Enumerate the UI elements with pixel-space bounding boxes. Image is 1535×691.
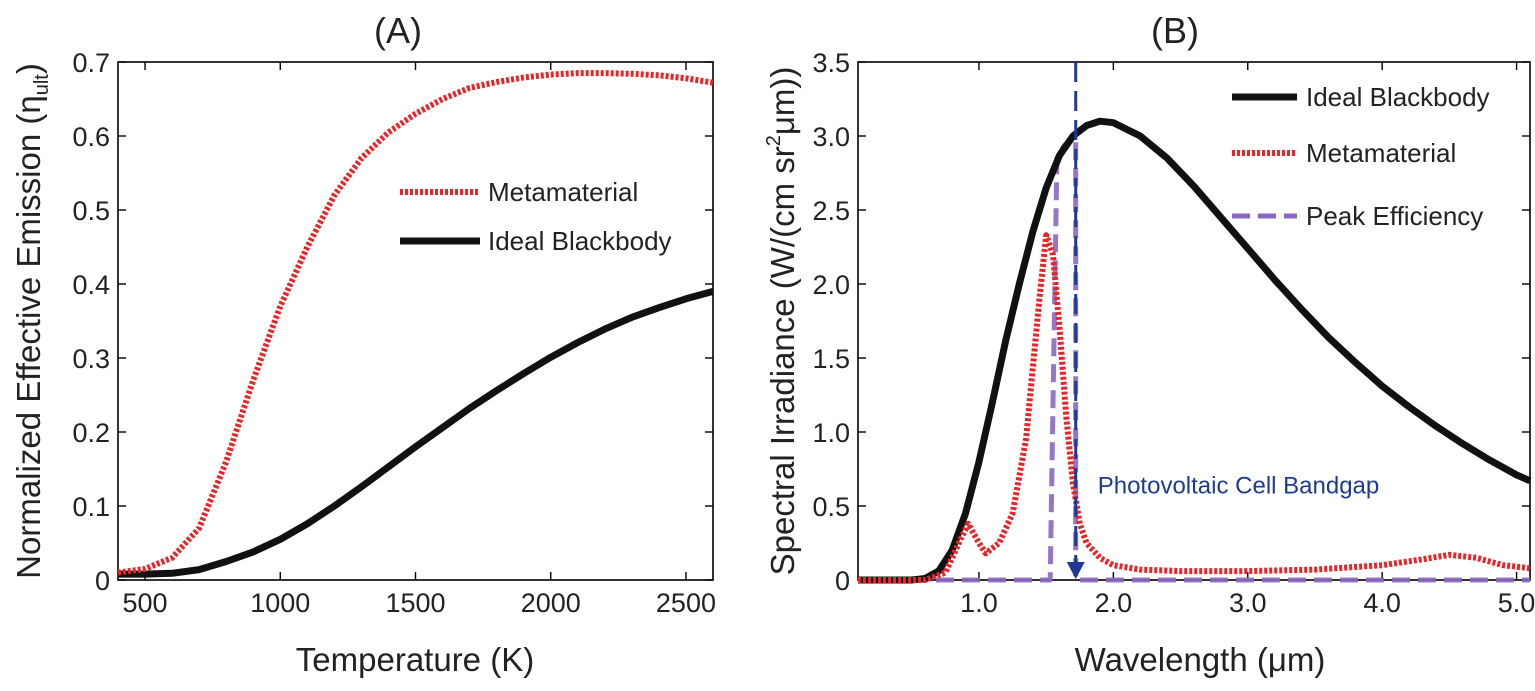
panel-a-y-label-close: )	[10, 63, 47, 74]
panel-b-x-tick-label: 4.0	[1363, 588, 1401, 618]
panel-a-y-tick-label: 0.4	[72, 270, 110, 300]
panel-b-y-label-close: μm))	[764, 67, 801, 135]
panel-b-y-axis-label: Spectral Irradiance (W/(cm sr2μm))	[763, 67, 801, 576]
panel-a-y-tick-label: 0.7	[72, 48, 110, 78]
panel-b-series	[858, 117, 1532, 584]
panel-a-y-tick-label: 0	[95, 566, 110, 596]
panel-a-x-tick-label: 1000	[250, 588, 310, 618]
panel-a-x-tick-label: 2500	[656, 588, 716, 618]
legend-label-ideal-blackbody: Ideal Blackbody	[488, 226, 672, 256]
panel-b-title: (B)	[1151, 10, 1199, 51]
panel-b-y-label-sup: 2	[763, 135, 785, 146]
legend-label-metamaterial: Metamaterial	[488, 177, 638, 207]
series-line-metamaterial	[117, 70, 714, 576]
panel-a-y-label-main: Normalized Effective Emission (η	[10, 95, 47, 579]
bandgap-annotation: Photovoltaic Cell Bandgap	[1066, 62, 1380, 579]
panel-a-y-label-sub: ult	[31, 74, 53, 96]
panel-a-x-tick-label: 1500	[385, 588, 445, 618]
panel-b-x-ticks: 1.0 2.0 3.0 4.0 5.0	[960, 62, 1535, 618]
panel-b-y-tick-label: 1.5	[812, 344, 850, 374]
panel-a-y-tick-label: 0.3	[72, 344, 110, 374]
bandgap-annotation-text: Photovoltaic Cell Bandgap	[1098, 473, 1380, 500]
panel-a-y-tick-label: 0.2	[72, 418, 110, 448]
panel-b-y-tick-label: 2.5	[812, 196, 850, 226]
panel-a-x-ticks: 500 1000 1500 2000 2500	[123, 62, 716, 618]
panel-a-y-tick-label: 0.5	[72, 196, 110, 226]
panel-b-y-tick-label: 0	[835, 566, 850, 596]
panel-b-legend: Ideal Blackbody Metamaterial Peak Effici…	[1232, 82, 1490, 231]
legend-label-b-peak-efficiency: Peak Efficiency	[1306, 201, 1483, 231]
panel-b-x-tick-label: 5.0	[1498, 588, 1535, 618]
series-line-metamaterial	[858, 232, 1531, 583]
series-line-ideal-blackbody	[118, 288, 714, 578]
panel-a-y-tick-label: 0.6	[72, 122, 110, 152]
panel-b-y-tick-label: 1.0	[812, 418, 850, 448]
panel-b-x-tick-label: 1.0	[960, 588, 998, 618]
panel-b: (B) 0 0.5 1.0 1.5 2.0 2.5 3.0 3.5 1.0 2.0 3.0 4.0 5…	[763, 10, 1535, 678]
panel-a-y-axis-label: Normalized Effective Emission (ηult)	[10, 63, 53, 579]
panel-b-y-tick-label: 3.0	[812, 122, 850, 152]
panel-a: (A) 0 0.1 0.2 0.3 0.4 0.5 0.6 0.7 500 1000 1500 20…	[10, 10, 716, 678]
panel-b-y-label-main: Spectral Irradiance (W/(cm sr	[764, 146, 801, 575]
panel-b-x-tick-label: 2.0	[1095, 588, 1133, 618]
panel-b-x-tick-label: 3.0	[1229, 588, 1267, 618]
panel-a-legend: Metamaterial Ideal Blackbody	[400, 177, 672, 256]
panel-b-y-tick-label: 3.5	[812, 48, 850, 78]
panel-a-y-tick-label: 0.1	[72, 492, 110, 522]
panel-b-y-tick-label: 0.5	[812, 492, 850, 522]
panel-a-x-axis-label: Temperature (K)	[296, 641, 534, 678]
panel-a-x-tick-label: 500	[123, 588, 168, 618]
panel-b-y-ticks: 0 0.5 1.0 1.5 2.0 2.5 3.0 3.5	[812, 48, 1530, 596]
panel-a-x-tick-label: 2000	[521, 588, 581, 618]
panel-a-y-ticks: 0 0.1 0.2 0.3 0.4 0.5 0.6 0.7	[72, 48, 713, 596]
panel-b-y-tick-label: 2.0	[812, 270, 850, 300]
panel-a-series	[117, 70, 714, 578]
bandgap-arrow-head	[1066, 562, 1085, 579]
series-line-ideal-blackbody	[858, 117, 1532, 584]
legend-label-b-metamaterial: Metamaterial	[1306, 138, 1456, 168]
panel-b-x-axis-label: Wavelength (μm)	[1075, 641, 1326, 678]
legend-label-b-ideal-blackbody: Ideal Blackbody	[1306, 82, 1490, 112]
panel-a-title: (A)	[374, 10, 422, 51]
